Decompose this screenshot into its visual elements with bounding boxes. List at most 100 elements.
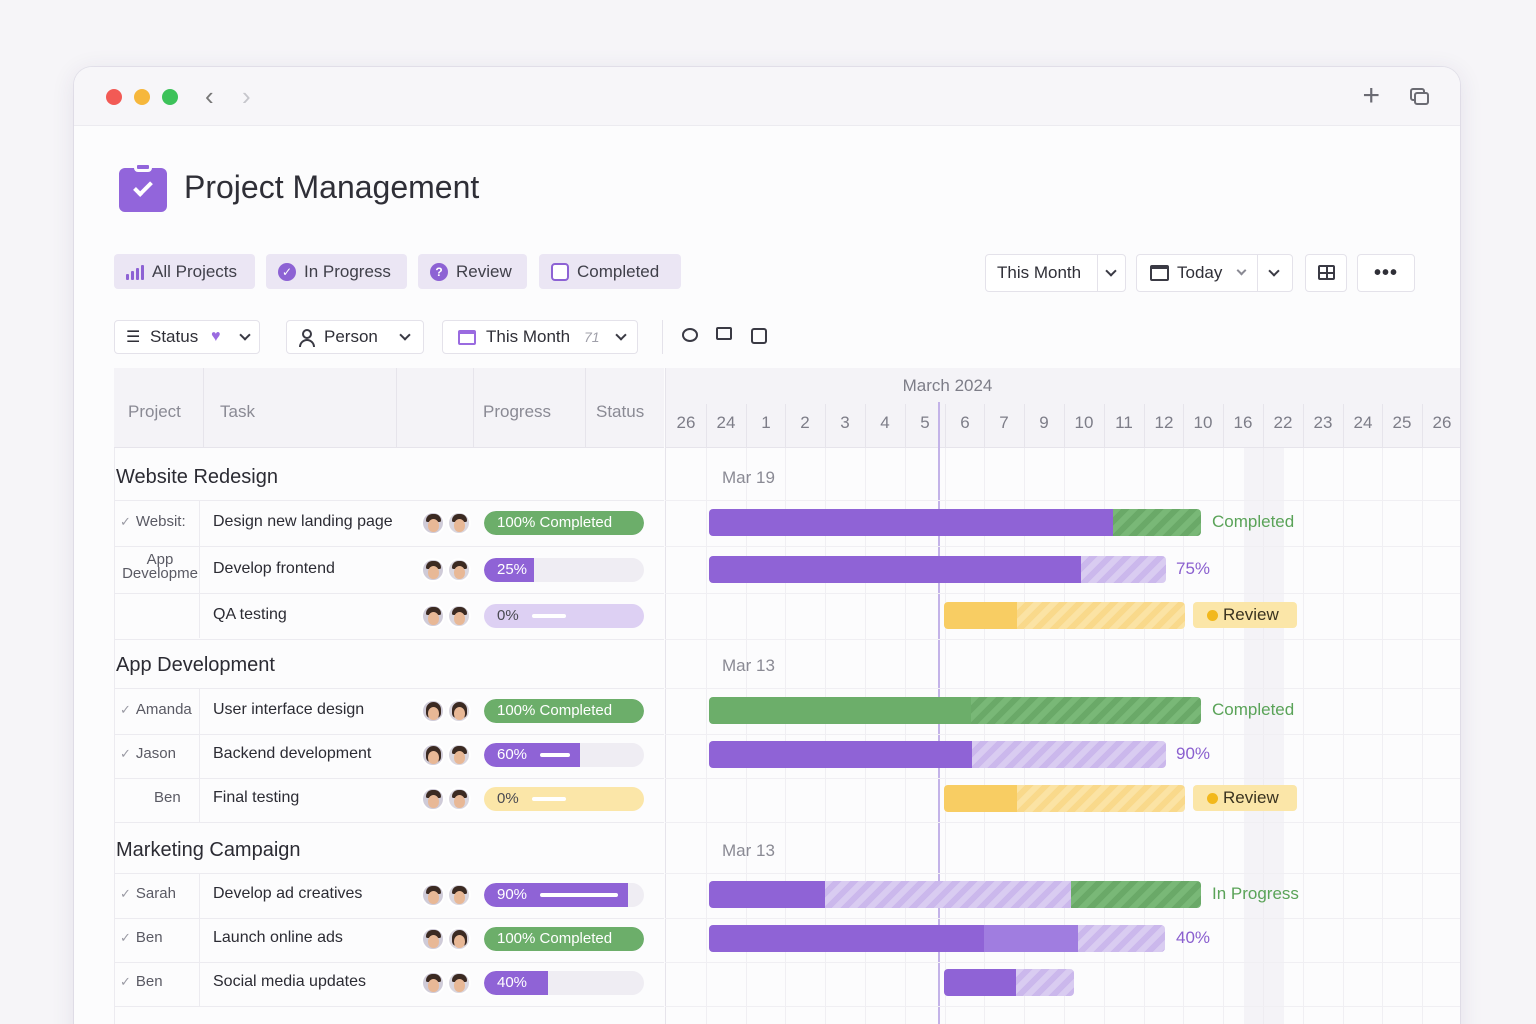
month-filter-count: 71 — [584, 329, 600, 345]
row-task-label[interactable]: Develop frontend — [213, 560, 335, 577]
group-title[interactable]: App Development — [116, 654, 275, 676]
person-filter-label: Person — [324, 327, 378, 346]
forward-arrow-icon[interactable]: › — [242, 81, 251, 111]
row-task-label[interactable]: User interface design — [213, 701, 365, 718]
filter-all-projects[interactable]: All Projects — [114, 254, 255, 289]
avatar[interactable] — [447, 604, 471, 628]
avatar[interactable] — [447, 558, 471, 582]
gantt-bar[interactable] — [709, 741, 1166, 768]
row-task-label[interactable]: Social media updates — [213, 973, 366, 990]
avatar[interactable] — [421, 787, 445, 811]
calendar-icon — [1150, 265, 1169, 281]
table-row[interactable]: ✓ Ben Launch online ads 100% Completed — [114, 918, 1460, 958]
month-filter-select[interactable]: This Month 71 — [442, 320, 638, 354]
row-assignees[interactable] — [421, 971, 473, 995]
filter-completed[interactable]: Completed — [539, 254, 681, 289]
row-assignees[interactable] — [421, 743, 473, 767]
maximize-window-button[interactable] — [162, 89, 178, 105]
close-window-button[interactable] — [106, 89, 122, 105]
timeline-day: 26 — [676, 413, 696, 432]
gantt-bar[interactable] — [709, 697, 1201, 724]
avatar[interactable] — [447, 787, 471, 811]
avatar[interactable] — [447, 927, 471, 951]
gantt-bar[interactable] — [944, 969, 1074, 996]
minimize-window-button[interactable] — [134, 89, 150, 105]
new-tab-plus-icon[interactable]: + — [1362, 79, 1380, 112]
timeline-day: 6 — [960, 413, 970, 432]
filter-in-progress[interactable]: ✓ In Progress — [266, 254, 407, 289]
header-project[interactable]: Project — [128, 402, 181, 421]
timeline-day: 10 — [1074, 413, 1094, 432]
more-options-button[interactable]: ••• — [1357, 254, 1415, 292]
row-assignees[interactable] — [421, 883, 473, 907]
table-row[interactable]: ✓ Amanda User interface design 100% Complet… — [114, 690, 1460, 730]
gantt-bar[interactable] — [709, 881, 1201, 908]
row-assignees[interactable] — [421, 787, 473, 811]
table-row[interactable]: ✓ Websit: Design new landing page 100% Comp… — [114, 502, 1460, 542]
avatar[interactable] — [447, 511, 471, 535]
table-row[interactable]: ✓ Jason Backend development 60% — [114, 734, 1460, 774]
month-filter-label: This Month — [486, 327, 571, 346]
header-status[interactable]: Status — [596, 402, 645, 421]
filter-label: All Projects — [152, 262, 238, 281]
table-row[interactable]: Ben Final testing 0% — [114, 778, 1460, 818]
row-task-label[interactable]: Develop ad creatives — [213, 885, 363, 902]
avatar[interactable] — [421, 699, 445, 723]
back-arrow-icon[interactable]: ‹ — [205, 81, 214, 111]
header-task[interactable]: Task — [220, 402, 255, 421]
avatar[interactable] — [421, 558, 445, 582]
row-task-label[interactable]: Launch online ads — [213, 929, 343, 946]
row-assignees[interactable] — [421, 604, 473, 628]
row-assignees[interactable] — [421, 558, 473, 582]
status-filter-select[interactable]: ☰ Status ♥ — [114, 320, 260, 354]
row-progress-bar: 100% Completed — [484, 511, 644, 535]
group-title[interactable]: Marketing Campaign — [116, 839, 301, 861]
gantt-bar[interactable] — [944, 785, 1185, 812]
avatar[interactable] — [447, 699, 471, 723]
avatar[interactable] — [421, 604, 445, 628]
square-icon[interactable] — [751, 328, 767, 344]
avatar[interactable] — [447, 743, 471, 767]
today-select[interactable]: Today — [1136, 254, 1293, 292]
header-progress[interactable]: Progress — [483, 402, 552, 421]
progress-text: 100% Completed — [497, 514, 613, 531]
avatar[interactable] — [421, 511, 445, 535]
gantt-bar[interactable] — [709, 509, 1201, 536]
avatar[interactable] — [421, 927, 445, 951]
row-assignees[interactable] — [421, 927, 473, 951]
table-row[interactable]: QA testing 0% — [114, 595, 1460, 635]
row-task-label[interactable]: Backend development — [213, 745, 372, 762]
row-task-label[interactable]: Design new landing page — [213, 513, 393, 530]
range-select[interactable]: This Month — [985, 254, 1126, 292]
comment-bubble-icon[interactable] — [682, 328, 698, 342]
group-date-label: Mar 19 — [722, 468, 775, 487]
row-project-label: Websit: — [135, 513, 186, 530]
table-row[interactable]: ✓ Sarah Develop ad creatives 90% — [114, 874, 1460, 914]
table-row[interactable]: ✓ Ben Social media updates 40% — [114, 962, 1460, 1002]
row-assignees[interactable] — [421, 511, 473, 535]
review-status-text: Review — [1223, 788, 1279, 807]
completed-box-icon — [551, 263, 569, 281]
row-project-cell: ✓ Sarah — [120, 885, 200, 902]
message-icon[interactable] — [716, 327, 732, 340]
avatar[interactable] — [421, 743, 445, 767]
table-row[interactable]: App Developme Develop frontend 25% — [114, 549, 1460, 589]
avatar[interactable] — [421, 883, 445, 907]
avatar[interactable] — [447, 883, 471, 907]
avatar[interactable] — [447, 971, 471, 995]
person-filter-select[interactable]: Person — [286, 320, 424, 354]
avatar[interactable] — [421, 971, 445, 995]
tabs-overview-icon[interactable] — [1410, 88, 1430, 106]
gantt-bar[interactable] — [709, 925, 1165, 952]
row-task-label[interactable]: Final testing — [213, 789, 300, 806]
row-assignees[interactable] — [421, 699, 473, 723]
group-title[interactable]: Website Redesign — [116, 466, 278, 488]
row-task-label[interactable]: QA testing — [213, 606, 287, 623]
filter-review[interactable]: ? Review — [418, 254, 527, 289]
gantt-bar[interactable] — [709, 556, 1166, 583]
timeline-day: 25 — [1392, 413, 1412, 432]
timeline-day: 23 — [1313, 413, 1333, 432]
gantt-bar[interactable] — [944, 602, 1185, 629]
layout-toggle-button[interactable] — [1305, 254, 1347, 292]
check-icon: ✓ — [120, 930, 131, 945]
